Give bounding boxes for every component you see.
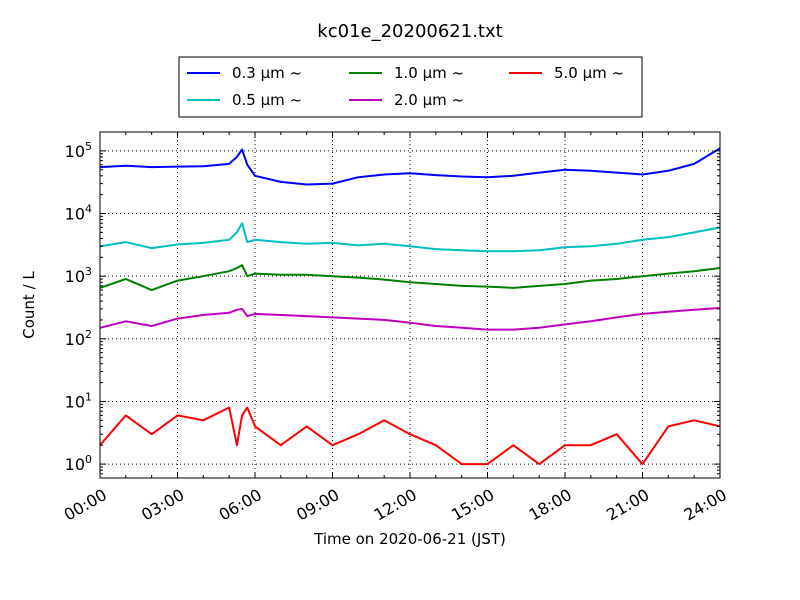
x-tick-label: 09:00 (293, 485, 342, 525)
x-tick-label: 18:00 (526, 485, 575, 525)
x-tick-label: 12:00 (371, 485, 420, 525)
y-axis-label: Count / L (20, 271, 38, 339)
series-line-5 (99, 406, 721, 466)
legend-label-4: 2.0 μm ~ (394, 91, 464, 109)
series-line-1 (99, 147, 721, 186)
y-tick-label: 102 (65, 328, 92, 349)
legend-frame (178, 56, 643, 118)
series-line-2 (99, 222, 721, 253)
x-tick-label: 21:00 (603, 485, 652, 525)
chart-title: kc01e_20200621.txt (317, 21, 502, 42)
x-tick-label: 00:00 (61, 485, 110, 525)
x-axis-label: Time on 2020-06-21 (JST) (313, 530, 506, 548)
x-tick-label: 15:00 (448, 485, 497, 525)
x-tick-label: 24:00 (681, 485, 730, 525)
x-tick-label: 06:00 (216, 485, 265, 525)
axis-ticks (99, 131, 721, 479)
legend-label-1: 0.3 μm ~ (232, 64, 302, 82)
x-tick-labels: 00:00 03:00 06:00 09:00 12:00 15:00 18:00 21:00… (61, 485, 730, 525)
y-tick-label: 105 (65, 140, 92, 161)
y-tick-labels: 100 101 102 103 104 105 (65, 140, 92, 474)
legend-label-5: 5.0 μm ~ (554, 64, 624, 82)
series-line-4 (99, 307, 721, 331)
x-tick-label: 03:00 (138, 485, 187, 525)
y-tick-label: 104 (65, 203, 92, 224)
plot-series (99, 147, 721, 466)
y-tick-label: 100 (65, 453, 92, 474)
y-tick-label: 103 (65, 265, 92, 286)
series-line-3 (99, 264, 721, 292)
grid-lines (99, 132, 721, 478)
legend: 0.3 μm ~ 0.5 μm ~ 1.0 μm ~ 2.0 μm ~ 5.0 μm ~ (178, 56, 643, 118)
legend-label-2: 0.5 μm ~ (232, 91, 302, 109)
y-tick-label: 101 (65, 390, 92, 411)
legend-label-3: 1.0 μm ~ (394, 64, 464, 82)
